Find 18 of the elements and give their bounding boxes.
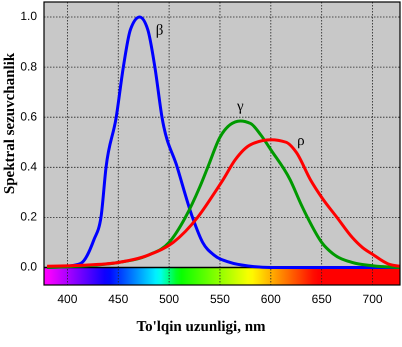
series-label: γ — [236, 98, 244, 114]
y-tick-label: 0.4 — [20, 159, 38, 174]
x-tick-label: 700 — [362, 292, 383, 306]
x-tick-label: 500 — [159, 292, 180, 306]
y-tick-label: 0.6 — [20, 109, 38, 124]
series-label: ρ — [297, 133, 305, 150]
series-label: β — [156, 22, 164, 38]
x-tick-label: 600 — [260, 292, 282, 306]
x-tick-label: 650 — [312, 292, 332, 306]
y-tick-label: 0.8 — [20, 59, 38, 74]
x-tick-label: 450 — [108, 292, 129, 306]
x-axis-title: To'lqin uzunligi, nm — [136, 319, 266, 335]
y-tick-label: 0.0 — [20, 260, 38, 274]
y-axis-title: Spektral sezuvchanlik — [2, 52, 18, 194]
y-tick-label: 0.2 — [20, 210, 38, 224]
x-tick-label: 400 — [57, 292, 78, 306]
y-tick-label: 1.0 — [20, 9, 38, 24]
x-tick-label: 550 — [210, 292, 230, 306]
